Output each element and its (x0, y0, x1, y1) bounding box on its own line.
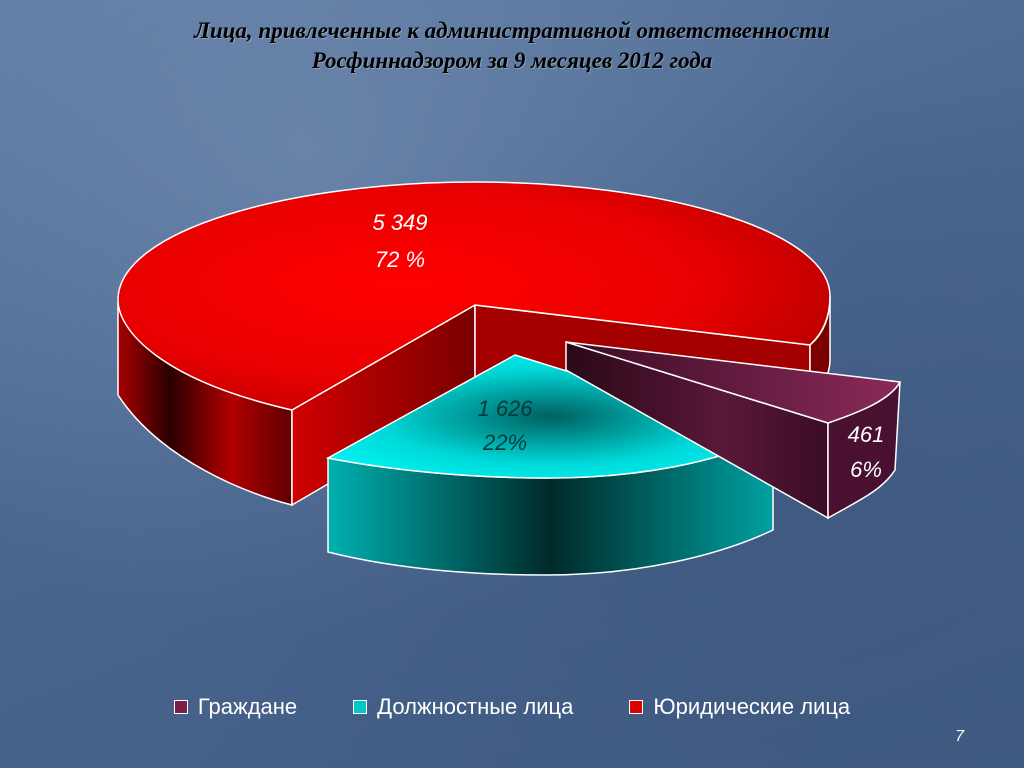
slice-citizens (565, 340, 902, 520)
legend-swatch-citizens (173, 700, 188, 714)
label-legal-entities-percent: 72 % (375, 247, 425, 272)
slide-title-line-1: Лица, привлеченные к административной от… (194, 18, 830, 43)
legend-label-citizens: Граждане (197, 694, 298, 719)
label-citizens-percent: 6% (850, 457, 882, 482)
label-citizens-value: 461 (848, 422, 885, 447)
slice-legal-entities-top (117, 181, 831, 411)
slide-title: Лица, привлеченные к административной от… (0, 16, 1024, 76)
label-officials-value: 1 626 (477, 396, 533, 421)
page-number: 7 (955, 728, 964, 745)
slide-title-line-2: Росфиннадзором за 9 месяцев 2012 года (311, 48, 713, 73)
legend-swatch-officials (353, 700, 368, 714)
legend-swatch-legal-entities (629, 700, 644, 714)
legend-label-officials: Должностные лица (377, 694, 574, 719)
legend-item-legal-entities: Юридические лица (629, 694, 850, 720)
chart-legend: Граждане Должностные лица Юридические ли… (0, 694, 1024, 720)
legend-item-officials: Должностные лица (353, 694, 573, 720)
slice-citizens-top (565, 341, 902, 424)
legend-label-legal-entities: Юридические лица (653, 694, 851, 719)
label-legal-entities-value: 5 349 (372, 210, 427, 235)
label-officials-percent: 22% (482, 430, 527, 455)
legend-item-citizens: Граждане (173, 694, 298, 720)
